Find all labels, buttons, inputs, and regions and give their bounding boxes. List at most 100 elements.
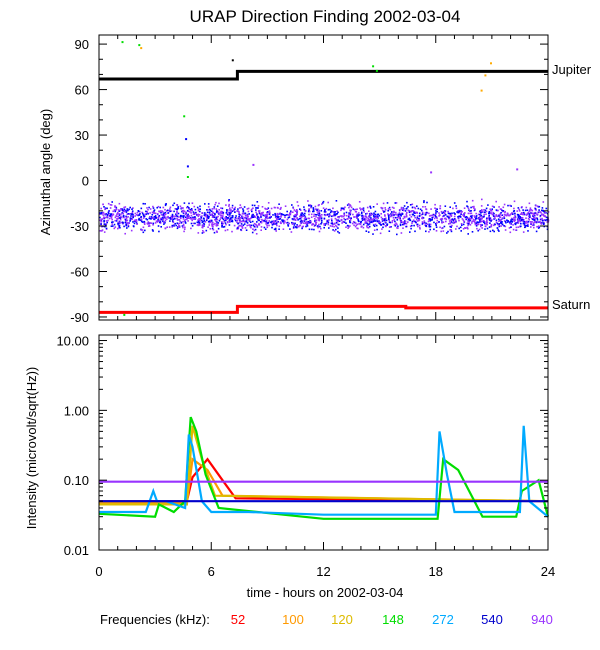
azimuth-point — [425, 222, 427, 225]
azimuth-point — [153, 216, 156, 218]
azimuth-point — [284, 216, 286, 219]
azimuth-point — [244, 227, 247, 229]
azimuth-point — [491, 205, 494, 208]
azimuth-point — [433, 221, 435, 224]
azimuth-point — [257, 224, 260, 226]
azimuth-point — [233, 208, 236, 211]
azimuth-point — [480, 211, 483, 213]
azimuth-point — [501, 217, 504, 219]
azimuth-point — [137, 210, 140, 213]
azimuth-point — [490, 210, 492, 212]
azimuth-point — [376, 203, 378, 205]
azimuth-point — [314, 224, 316, 226]
outlier-point — [490, 62, 492, 65]
azimuth-point — [318, 219, 321, 222]
azimuth-point — [105, 223, 108, 225]
azimuth-point — [152, 207, 155, 209]
azimuth-point — [394, 223, 396, 226]
azimuth-point — [473, 220, 476, 223]
azimuth-point — [380, 206, 382, 209]
azimuth-point — [208, 220, 211, 222]
azimuth-point — [402, 227, 404, 229]
azimuth-point — [524, 226, 526, 229]
azimuth-point — [324, 224, 326, 226]
azimuth-point — [349, 204, 351, 206]
azimuth-point — [441, 212, 444, 214]
azimuth-point — [522, 209, 524, 211]
azimuth-point — [132, 207, 134, 209]
azimuth-point — [358, 223, 360, 225]
azimuth-point — [238, 225, 241, 227]
azimuth-point — [184, 222, 187, 224]
azimuth-point — [166, 218, 168, 220]
azimuth-point — [260, 226, 263, 228]
azimuth-point — [486, 217, 488, 219]
azimuth-point — [266, 208, 269, 210]
azimuth-point — [442, 211, 445, 213]
azimuth-point — [530, 222, 532, 225]
azimuth-point — [508, 214, 511, 217]
azimuth-point — [303, 220, 306, 222]
azimuth-point — [416, 205, 418, 207]
azimuth-point — [245, 220, 247, 222]
azimuth-point — [263, 219, 266, 222]
azimuth-point — [313, 210, 315, 213]
azimuth-point — [533, 221, 535, 224]
azimuth-point — [330, 215, 333, 218]
azimuth-point — [348, 214, 350, 216]
azimuth-point — [131, 210, 134, 212]
azimuth-point — [212, 221, 214, 224]
azimuth-point — [438, 215, 440, 217]
azimuth-point — [138, 217, 140, 220]
azimuth-point — [271, 224, 274, 226]
azimuth-point — [253, 225, 256, 228]
azimuth-point — [527, 220, 530, 223]
azimuth-point — [161, 210, 163, 212]
azimuth-point — [211, 210, 213, 213]
azimuth-point — [158, 230, 160, 233]
azimuth-point — [217, 211, 219, 213]
azimuth-point — [381, 219, 384, 221]
azimuth-outlier-points — [121, 41, 519, 316]
azimuth-point — [490, 212, 492, 214]
azimuth-point — [103, 216, 105, 218]
azimuth-point — [231, 210, 234, 212]
azimuth-point — [299, 208, 301, 210]
azimuth-point — [341, 222, 343, 224]
azimuth-point — [113, 223, 116, 226]
azimuth-point — [316, 211, 319, 213]
azimuth-point — [199, 218, 202, 221]
azimuth-point — [159, 219, 162, 221]
azimuth-point — [211, 225, 213, 227]
azimuth-point — [391, 211, 393, 213]
azimuth-point — [305, 218, 307, 221]
azimuth-point — [179, 220, 181, 223]
azimuth-point — [514, 212, 516, 215]
azimuth-point — [266, 213, 269, 216]
azimuth-point — [102, 217, 105, 220]
azimuth-point — [471, 206, 474, 208]
azimuth-point — [127, 225, 130, 228]
azimuth-point — [192, 216, 194, 219]
azimuth-point — [258, 211, 261, 214]
azimuth-point — [349, 221, 352, 224]
azimuth-point — [305, 225, 307, 228]
azimuth-point — [154, 217, 157, 219]
azimuth-point — [487, 217, 489, 220]
azimuth-point — [257, 205, 260, 207]
azimuth-point — [450, 226, 452, 228]
azimuth-point — [485, 213, 487, 215]
azimuth-point — [388, 218, 390, 220]
azimuth-point — [481, 227, 483, 229]
azimuth-point — [505, 214, 508, 217]
azimuth-point — [344, 206, 346, 209]
azimuth-point — [308, 204, 310, 207]
azimuth-point — [122, 210, 125, 213]
azimuth-point — [210, 221, 212, 223]
azimuth-point — [424, 206, 427, 208]
azimuth-point — [326, 221, 329, 223]
azimuth-point — [374, 223, 377, 226]
azimuth-point — [162, 206, 165, 209]
